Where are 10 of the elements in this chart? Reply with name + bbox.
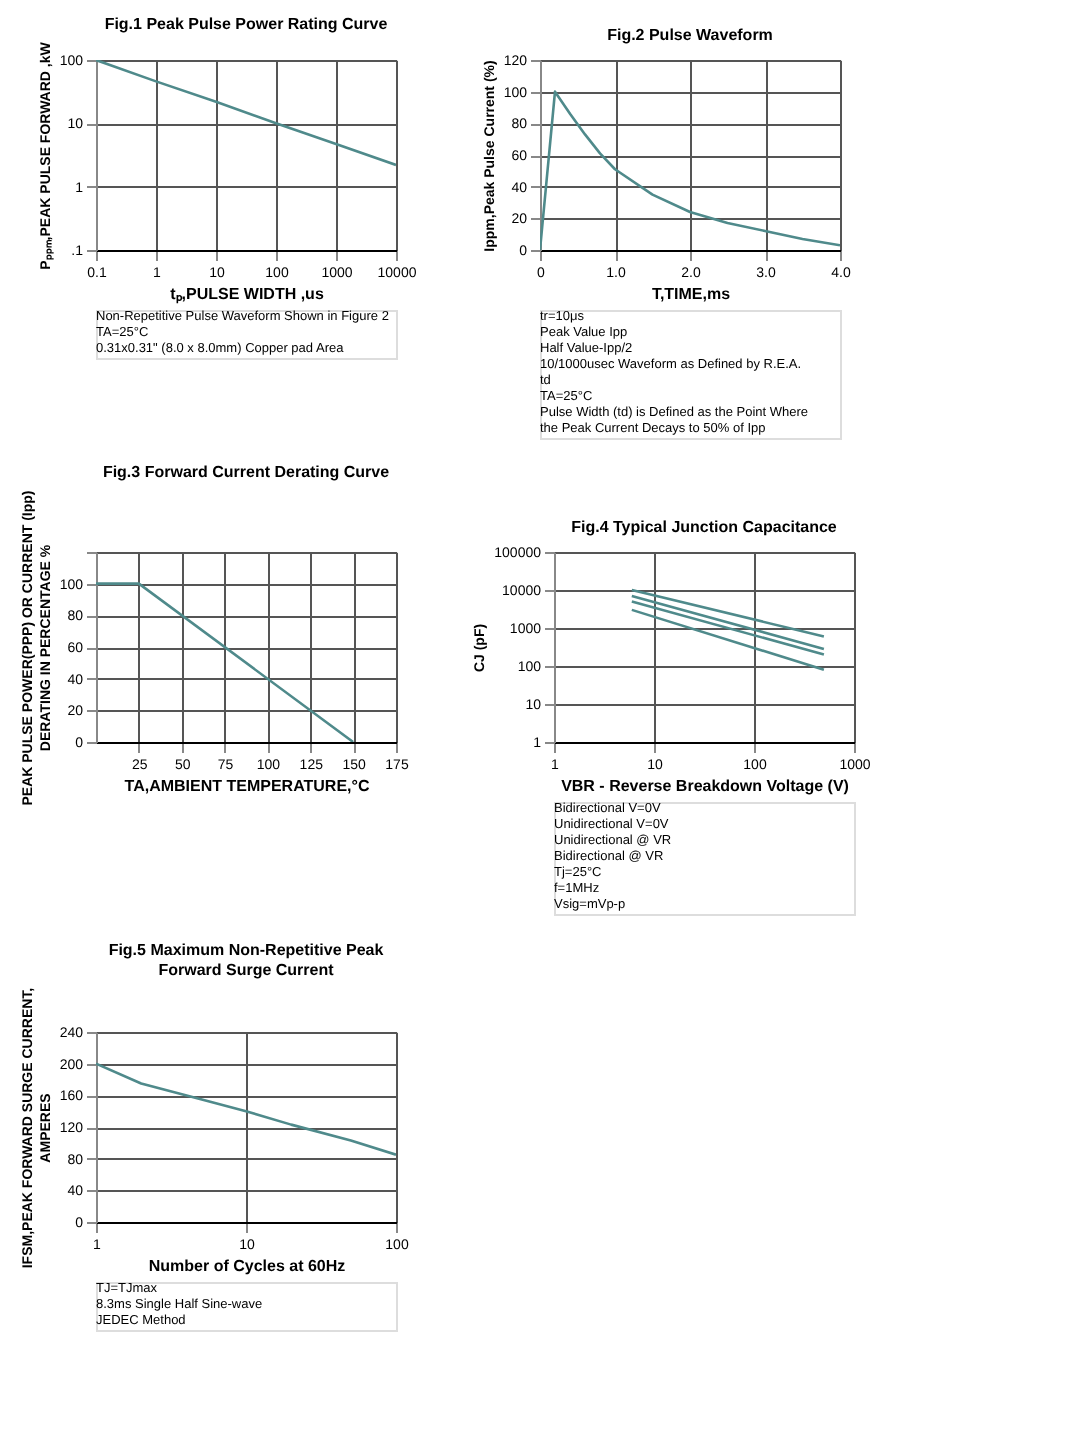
chart-title: Fig.1 Peak Pulse Power Rating Curve — [104, 15, 389, 34]
x-axis-title: T,TIME,ms — [651, 285, 732, 303]
x-axis-title: VBR - Reverse Breakdown Voltage (V) — [561, 777, 850, 795]
x-axis-title: tₚ,PULSE WIDTH ,us — [170, 285, 325, 305]
chart-title: Fig.2 Pulse Waveform — [607, 26, 773, 44]
chart-title: Fig.5 Maximum Non-Repetitive Peak Forward Surge Current — [108, 940, 385, 979]
chart-title: Fig.3 Forward Current Derating Curve — [102, 463, 391, 482]
x-axis-title: TA,AMBIENT TEMPERATURE,°C — [124, 777, 370, 795]
chart-title: Fig.4 Typical Junction Capacitance — [571, 518, 838, 536]
x-axis-title: Number of Cycles at 60Hz — [148, 1257, 346, 1275]
